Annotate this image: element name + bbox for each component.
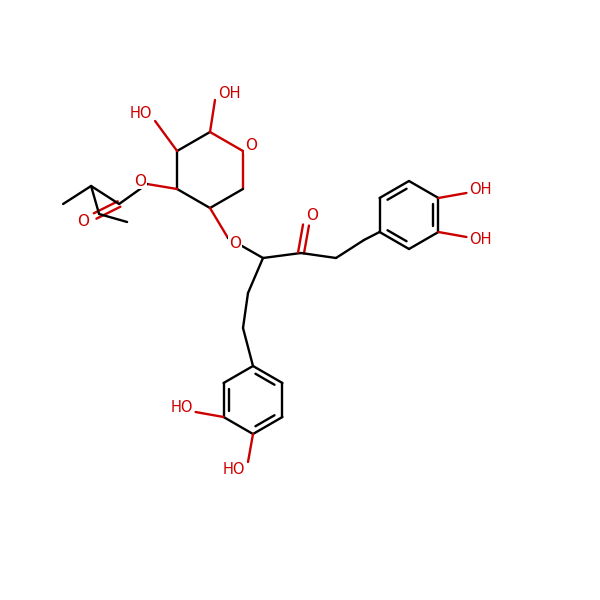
Text: OH: OH bbox=[469, 182, 491, 197]
Text: O: O bbox=[134, 173, 146, 188]
Text: OH: OH bbox=[469, 232, 491, 247]
Text: O: O bbox=[245, 139, 257, 154]
Text: HO: HO bbox=[130, 107, 152, 121]
Text: OH: OH bbox=[218, 86, 240, 101]
Text: O: O bbox=[77, 214, 89, 229]
Text: O: O bbox=[229, 236, 241, 251]
Text: O: O bbox=[306, 208, 318, 223]
Text: HO: HO bbox=[170, 401, 193, 415]
Text: HO: HO bbox=[223, 461, 245, 476]
